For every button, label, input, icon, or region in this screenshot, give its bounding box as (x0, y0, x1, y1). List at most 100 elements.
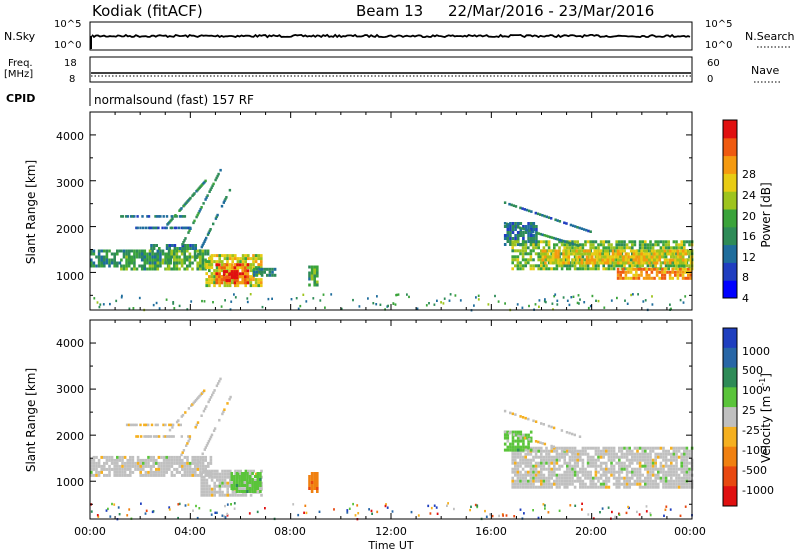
velocity-cell (638, 473, 642, 477)
velocity-cell (651, 458, 655, 462)
power-noise-cell (528, 304, 530, 308)
power-cell (516, 240, 520, 244)
power-cell (550, 267, 553, 271)
velocity-cell (223, 493, 227, 497)
velocity-streak-cell (517, 434, 520, 438)
velocity-cell (248, 478, 252, 481)
power-noise-cell (330, 293, 333, 296)
power-cell (173, 252, 176, 256)
velocity-cell (200, 487, 203, 491)
velocity-cell (221, 478, 224, 482)
power-cell (90, 252, 93, 256)
power-cell (225, 279, 229, 283)
power-cell (222, 273, 226, 277)
velocity-cell (527, 461, 530, 465)
power-cell (161, 258, 165, 262)
velocity-cell (571, 467, 574, 471)
power-cell (557, 249, 560, 253)
velocity-cell (670, 461, 673, 465)
power-cell (260, 266, 263, 270)
power-noise-cell (358, 305, 361, 308)
velocity-cell (615, 461, 618, 465)
power-cell (316, 265, 319, 269)
velocity-noise-cell (469, 508, 471, 512)
velocity-cell (226, 481, 229, 485)
power-cell (127, 258, 131, 262)
power-cell (633, 240, 637, 244)
velocity-streak-cell (503, 430, 507, 434)
velocity-streak-cell (168, 423, 171, 427)
power-cell (122, 267, 126, 271)
power-cell (677, 246, 681, 250)
power-cell (635, 270, 638, 274)
power-cell (503, 243, 507, 246)
velocity-streak-cell (171, 426, 174, 429)
velocity-cell (581, 473, 585, 477)
velocity-cell (625, 485, 629, 489)
power-noise-cell (556, 303, 559, 306)
velocity-noise-cell (607, 506, 610, 509)
velocity-cell (675, 482, 678, 486)
power-cell (514, 240, 517, 244)
power-cell (524, 249, 527, 253)
power-cell (151, 252, 154, 256)
velocity-streak-cell (508, 431, 511, 435)
power-cell (581, 246, 585, 250)
velocity-cell (560, 455, 564, 459)
power-noise-cell (376, 295, 378, 298)
power-cell (537, 267, 540, 271)
power-cell (213, 284, 216, 288)
power-cell (540, 258, 543, 262)
power-cell (167, 255, 171, 259)
power-cell (138, 249, 141, 253)
power-noise-cell (544, 298, 546, 301)
power-cell (571, 249, 574, 253)
power-cell (681, 276, 685, 280)
power-cell (573, 255, 577, 259)
velocity-cell (576, 464, 579, 468)
velocity-cell (576, 461, 579, 465)
power-cell (641, 240, 644, 244)
power-cell (675, 246, 678, 250)
velocity-cell (218, 490, 222, 494)
power-cell (616, 270, 620, 274)
velocity-cell (545, 482, 548, 486)
power-noise-cell (120, 296, 123, 299)
power-cell (596, 258, 599, 262)
velocity-cell (667, 467, 670, 471)
power-streak-cell (543, 234, 546, 237)
velocity-cell (651, 482, 655, 486)
velocity-cell (579, 455, 582, 459)
power-cell (676, 255, 680, 259)
power-cell (208, 269, 211, 273)
freq-label-line1: Freq. (8, 58, 33, 69)
power-cell (246, 278, 250, 282)
power-cell (176, 247, 179, 250)
power-cell (546, 252, 550, 256)
power-cell (205, 272, 208, 276)
velocity-cell (586, 452, 590, 456)
velocity-cell (662, 449, 665, 453)
velocity-cell (657, 470, 660, 474)
power-cell (260, 273, 264, 277)
power-cell (514, 255, 517, 259)
power-cell (537, 246, 540, 250)
velocity-streak-cell (221, 412, 224, 416)
power-streak-cell (170, 215, 173, 218)
velocity-streak-cell (144, 435, 148, 438)
power-cell (260, 263, 263, 267)
power-streak-cell (567, 241, 571, 245)
velocity-noise-cell (333, 508, 335, 511)
power-cell (688, 240, 691, 244)
power-cell (637, 255, 641, 259)
velocity-cell (173, 458, 176, 462)
velocity-cell (521, 455, 525, 459)
velocity-cell (251, 472, 254, 475)
velocity-cell (563, 461, 566, 465)
power-cell (640, 258, 643, 262)
velocity-cell (103, 455, 106, 459)
velocity-cell (170, 458, 174, 462)
power-cell (628, 240, 631, 244)
power-cell (133, 252, 136, 256)
